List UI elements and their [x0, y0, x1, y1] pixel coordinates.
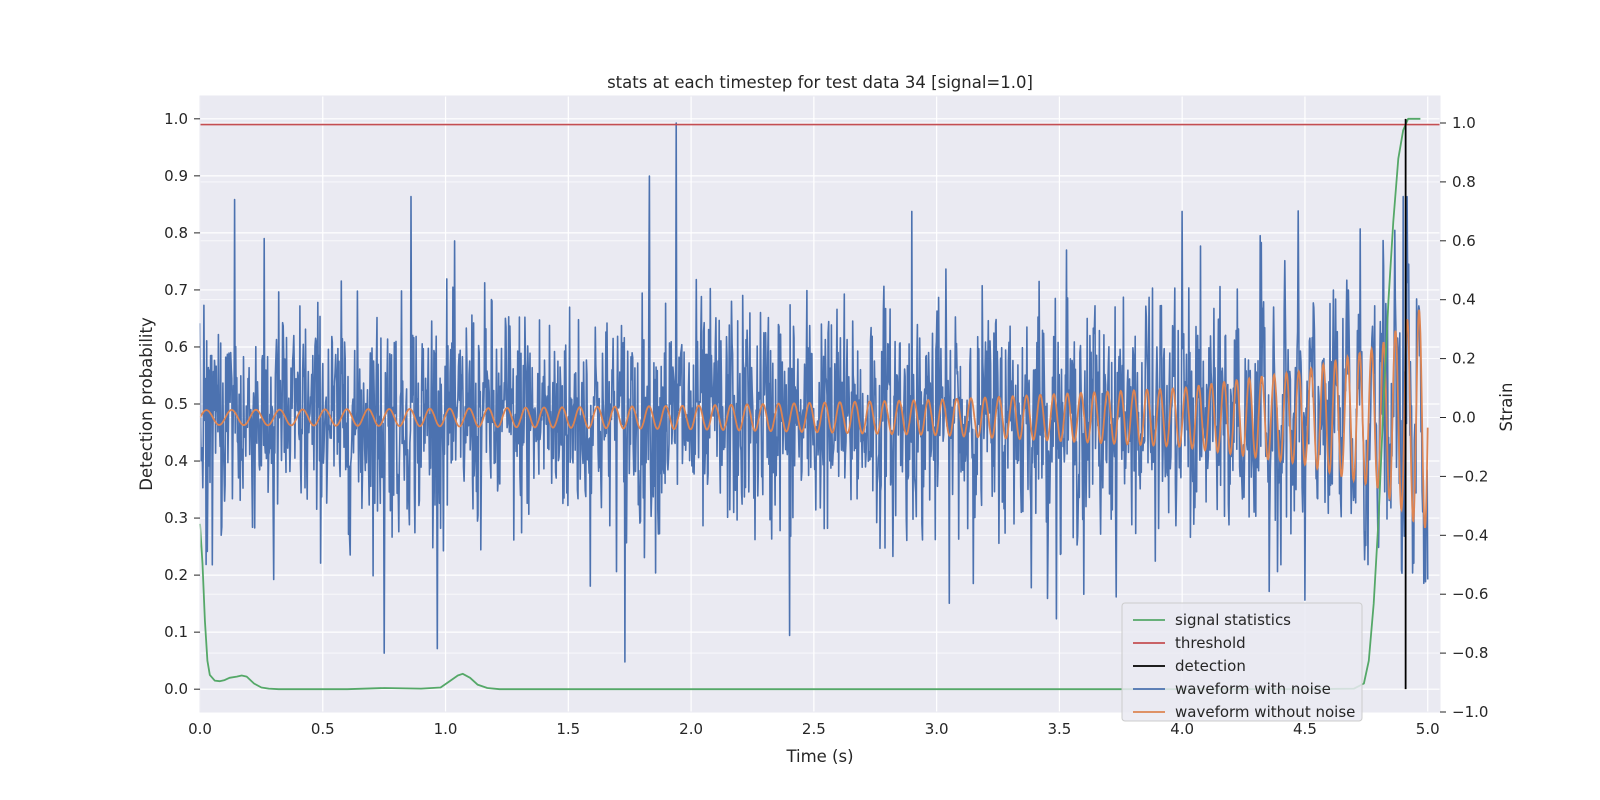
y2-tick-label: 0.6	[1452, 232, 1476, 250]
y2-tick-label: −0.2	[1452, 467, 1488, 485]
y-tick-label: 0.4	[164, 452, 188, 470]
y-tick-label: 0.3	[164, 509, 188, 527]
x-tick-label: 3.5	[1047, 720, 1071, 738]
y2-tick-label: 0.8	[1452, 173, 1476, 191]
x-tick-label: 0.5	[311, 720, 335, 738]
y-axis-label: Detection probability	[137, 317, 156, 491]
x-axis: 0.0 0.5 1.0 1.5 2.0 2.5 3.0 3.5 4.0 4.5 5.0	[188, 720, 1440, 738]
y2-tick-label: 0.0	[1452, 409, 1476, 427]
y-axis-left: 0.0 0.1 0.2 0.3 0.4 0.5 0.6 0.7 0.8 0.9 1.0	[164, 110, 200, 698]
x-tick-label: 3.0	[925, 720, 949, 738]
y-axis-right: −1.0 −0.8 −0.6 −0.4 −0.2 0.0 0.2 0.4 0.6 0.8 1.0	[1440, 114, 1488, 721]
y2-tick-label: −0.4	[1452, 526, 1488, 544]
y2-tick-label: −0.6	[1452, 585, 1488, 603]
y-tick-label: 0.7	[164, 281, 188, 299]
x-tick-label: 1.5	[556, 720, 580, 738]
y2-tick-label: −1.0	[1452, 703, 1488, 721]
x-tick-label: 4.5	[1293, 720, 1317, 738]
series-signal-statistics	[199, 117, 1421, 691]
grid	[199, 96, 1440, 713]
series-waveform-without-noise	[199, 309, 1429, 529]
y-tick-label: 0.6	[164, 338, 188, 356]
y2-tick-label: 1.0	[1452, 114, 1476, 132]
x-tick-label: 2.5	[802, 720, 826, 738]
x-tick-label: 1.0	[434, 720, 458, 738]
y2-tick-label: 0.2	[1452, 350, 1476, 368]
y-tick-label: 0.0	[164, 680, 188, 698]
y-tick-label: 0.9	[164, 167, 188, 185]
y2-tick-label: 0.4	[1452, 291, 1476, 309]
y-tick-label: 0.8	[164, 224, 188, 242]
y-tick-label: 0.5	[164, 395, 188, 413]
legend-label: detection	[1175, 657, 1246, 675]
x-tick-label: 5.0	[1416, 720, 1440, 738]
legend-label: signal statistics	[1175, 611, 1291, 629]
y2-axis-label: Strain	[1497, 383, 1516, 432]
legend: signal statistics threshold detection wavef…	[1121, 602, 1363, 722]
legend-label: threshold	[1175, 634, 1246, 652]
legend-box	[1121, 602, 1363, 722]
x-axis-label: Time (s)	[785, 747, 853, 766]
x-tick-label: 0.0	[188, 720, 212, 738]
y-tick-label: 0.1	[164, 623, 188, 641]
y-tick-label: 0.2	[164, 566, 188, 584]
x-tick-label: 2.0	[679, 720, 703, 738]
x-tick-label: 4.0	[1170, 720, 1194, 738]
legend-label: waveform with noise	[1175, 680, 1331, 698]
chart-title: stats at each timestep for test data 34 …	[607, 73, 1033, 92]
y2-tick-label: −0.8	[1452, 644, 1488, 662]
legend-label: waveform without noise	[1175, 703, 1355, 721]
y-tick-label: 1.0	[164, 110, 188, 128]
